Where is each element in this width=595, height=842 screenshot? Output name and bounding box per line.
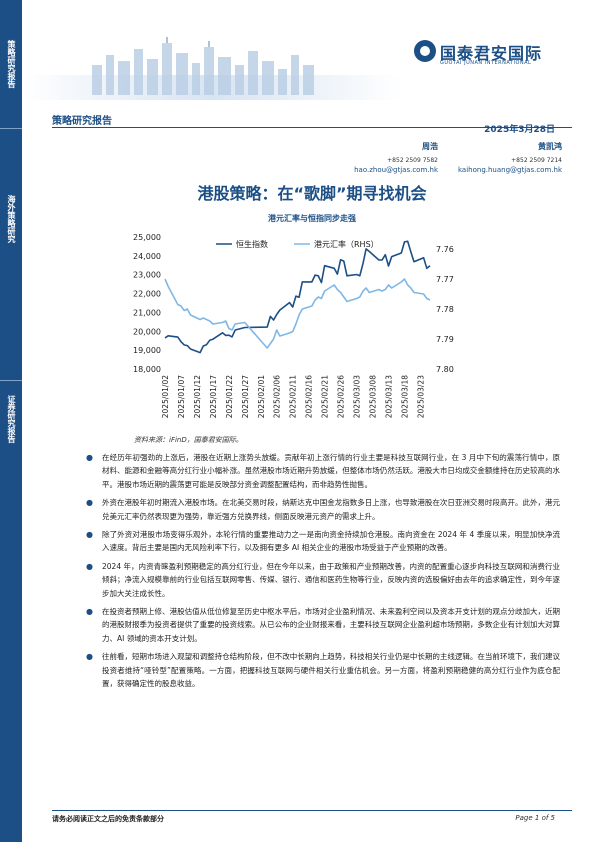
sidebar-text: 海外策略研究	[7, 195, 16, 243]
x-tick-label: 2025/02/16	[305, 375, 314, 418]
y-tick-label-right: 7.78	[436, 305, 454, 314]
sidebar-label-strategy: 策略研究报告	[0, 40, 22, 91]
x-tick-label: 2025/03/18	[400, 375, 409, 418]
report-title: 港股策略：在“歌脚”期寻找机会	[197, 184, 427, 203]
x-tick-label: 2025/03/08	[369, 375, 378, 418]
x-tick-label: 2025/02/11	[289, 375, 298, 418]
bullet-icon: ●	[86, 652, 93, 662]
x-tick-label: 2025/02/26	[337, 375, 346, 418]
y-tick-label-left: 19,000	[133, 346, 161, 355]
bullet-text: 外资在港股年初时期流入港股市场。在北美交易时段，纳斯达克中国金龙指数多日上涨，也…	[102, 498, 560, 521]
bullet-item: ● 在经历年初强劲的上涨后，港股在近期上涨势头放缓。贡献年初上涨行情的行业主要是科…	[86, 451, 560, 491]
bullet-text: 2024 年，内资青睐盈利预期稳定的高分红行业，但在今年以来，由于政策和产业预期…	[102, 561, 560, 598]
company-logo-icon	[414, 40, 436, 62]
company-name-cn: 国泰君安国际	[440, 44, 543, 63]
y-tick-label-left: 21,000	[133, 308, 161, 317]
report-type: 策略研究报告	[52, 116, 112, 127]
analyst-phone: +852 2509 7214	[511, 157, 562, 164]
sidebar-label-overseas: 海外策略研究	[0, 195, 22, 246]
analyst-name: 周浩	[422, 142, 438, 151]
y-tick-label-right: 7.80	[436, 365, 454, 374]
chart-title: 港元汇率与恒指同步走强	[268, 214, 356, 223]
footer-rule	[52, 810, 572, 811]
series-line-hkd	[164, 278, 431, 349]
analyst-phone: +852 2509 7582	[387, 157, 438, 164]
logo-inner-mark	[420, 46, 430, 56]
analyst-block: 黄凯鸿 +852 2509 7214 kaihong.huang@gtjas.c…	[452, 141, 562, 174]
sidebar-label-securities: 证券研究报告	[0, 395, 22, 446]
left-sidebar	[0, 0, 22, 842]
x-tick-label: 2025/01/17	[209, 375, 218, 418]
bullet-text: 在投资者预期上修、港股估值从低位修复至历史中枢水平后，市场对企业盈利情况、未来盈…	[102, 607, 560, 643]
x-tick-label: 2025/01/22	[225, 375, 234, 418]
bullet-text: 往前看，短期市场进入观望和调整持仓结构阶段，但不改中长期向上趋势，科技相关行业仍…	[102, 652, 560, 689]
line-chart: 25,000 24,000 23,000 22,000 21,000 20,000 19,0…	[133, 233, 454, 418]
sidebar-text: 证券研究报告	[7, 395, 16, 443]
x-tick-label: 2025/01/12	[193, 375, 202, 418]
bullet-item: ● 在投资者预期上修、港股估值从低位修复至历史中枢水平后，市场对企业盈利情况、未来…	[86, 605, 560, 645]
y-tick-label-left: 18,000	[133, 365, 161, 374]
analyst-email[interactable]: hao.zhou@gtjas.com.hk	[354, 166, 438, 174]
header-rule	[52, 127, 572, 128]
x-tick-label: 2025/02/06	[273, 375, 282, 418]
bullet-item: ● 外资在港股年初时期流入港股市场。在北美交易时段，纳斯达克中国金龙指数多日上涨，…	[86, 496, 560, 523]
analyst-email[interactable]: kaihong.huang@gtjas.com.hk	[458, 166, 562, 174]
x-tick-label: 2025/01/27	[241, 375, 250, 418]
skyline-illustration	[22, 37, 402, 100]
bullet-icon: ●	[86, 530, 93, 540]
sidebar-text: 策略研究报告	[7, 40, 16, 88]
company-name-en: GUOTAI JUNAN INTERNATIONAL	[440, 60, 532, 66]
series-line-hsi	[164, 240, 431, 354]
bullet-icon: ●	[86, 607, 93, 617]
y-tick-label-left: 25,000	[133, 233, 161, 242]
y-tick-label-left: 20,000	[133, 327, 161, 336]
x-tick-label: 2025/02/21	[321, 375, 330, 418]
report-date: 2025年3月28日	[484, 125, 555, 135]
bullet-icon: ●	[86, 498, 93, 508]
x-tick-label: 2025/02/01	[257, 375, 266, 418]
y-tick-label-left: 23,000	[133, 271, 161, 280]
y-tick-label-right: 7.77	[436, 275, 454, 284]
bullet-item: ● 往前看，短期市场进入观望和调整持仓结构阶段，但不改中长期向上趋势，科技相关行业…	[86, 650, 560, 690]
y-tick-label-right: 7.79	[436, 335, 454, 344]
legend-label-hkd: 港元汇率（RHS）	[314, 239, 379, 249]
analyst-block: 周浩 +852 2509 7582 hao.zhou@gtjas.com.hk	[328, 141, 438, 174]
bullet-item: ● 除了外资对港股市场变得乐观外，本轮行情的重要推动力之一是南向资金持续加仓港股。…	[86, 528, 560, 555]
chart-source: 资料来源：iFinD，国泰君安国际。	[134, 436, 243, 444]
x-tick-label: 2025/03/13	[384, 375, 393, 418]
summary-bullets: ● 在经历年初强劲的上涨后，港股在近期上涨势头放缓。贡献年初上涨行情的行业主要是科…	[86, 451, 560, 696]
bullet-text: 除了外资对港股市场变得乐观外，本轮行情的重要推动力之一是南向资金持续加仓港股。南…	[102, 530, 560, 553]
legend-label-hsi: 恒生指数	[236, 239, 268, 249]
y-tick-label-left: 24,000	[133, 252, 161, 261]
bullet-icon: ●	[86, 561, 93, 571]
sidebar-divider	[0, 128, 22, 129]
y-tick-label-left: 22,000	[133, 290, 161, 299]
x-tick-label: 2025/03/23	[416, 375, 425, 418]
x-tick-label: 2025/03/03	[353, 375, 362, 418]
bullet-icon: ●	[86, 453, 93, 462]
page-number: Page 1 of 5	[515, 814, 555, 822]
bullet-item: ● 2024 年，内资青睐盈利预期稳定的高分红行业，但在今年以来，由于政策和产业预…	[86, 560, 560, 600]
footer-disclaimer[interactable]: 请务必阅读正文之后的免责条款部分	[52, 815, 164, 823]
x-tick-label: 2025/01/02	[161, 375, 170, 418]
analyst-name: 黄凯鸿	[538, 142, 562, 151]
x-tick-label: 2025/01/07	[177, 375, 186, 418]
bullet-text: 在经历年初强劲的上涨后，港股在近期上涨势头放缓。贡献年初上涨行情的行业主要是科技…	[102, 453, 560, 489]
y-tick-label-right: 7.76	[436, 245, 454, 254]
plot-area	[165, 237, 430, 369]
sidebar-divider	[0, 380, 22, 381]
